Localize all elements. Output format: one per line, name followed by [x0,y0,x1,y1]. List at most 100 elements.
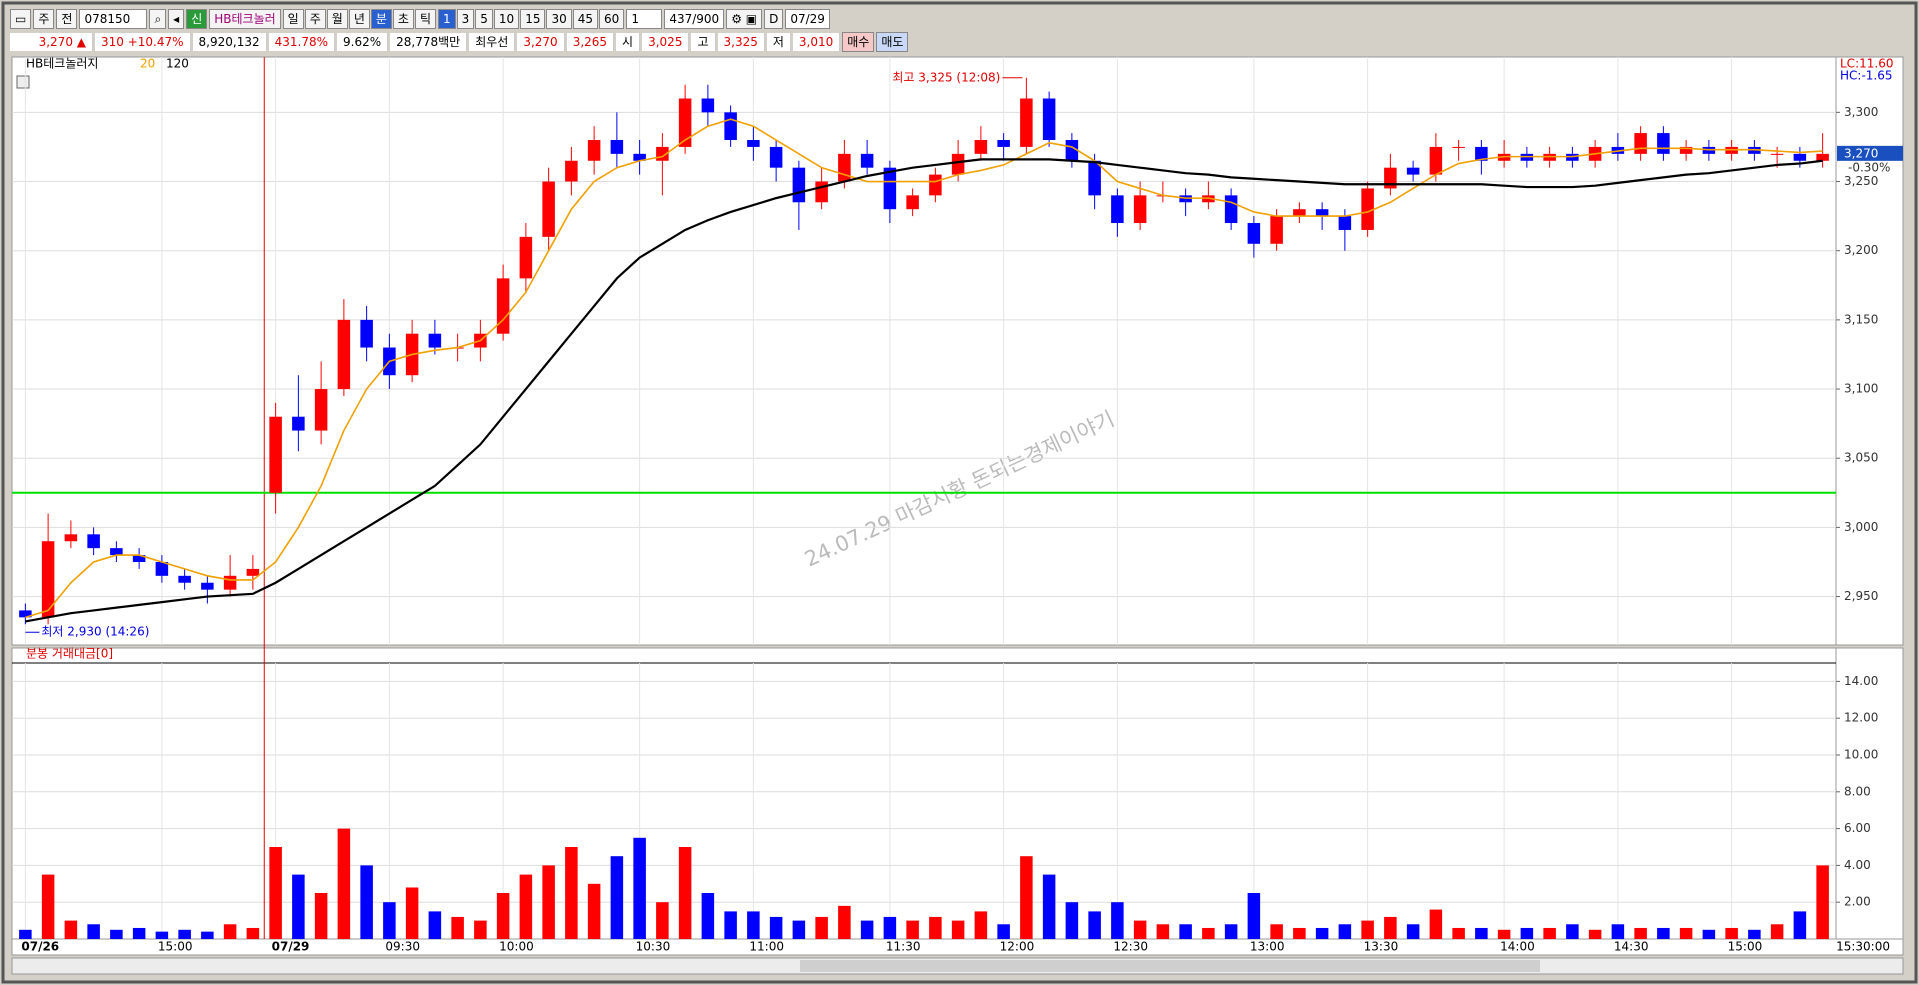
candle-body [155,561,169,576]
axis-end-label: 15:30:00 [1836,940,1890,954]
volume-bar [1588,929,1602,939]
menu-icon[interactable]: ▭ [10,9,32,29]
best-label: 최우선 [469,33,516,51]
volume-bar [587,883,601,939]
volume-bar [1270,924,1283,939]
open-label: 시 [616,33,641,51]
sound-icon[interactable]: ◂ [168,9,185,29]
candle-body [1657,133,1670,154]
volume-bar [1475,927,1488,939]
y-tick-label: 3,200 [1844,243,1878,257]
y-tick-label: 14.00 [1844,674,1878,688]
buy-button[interactable]: 매수 [842,32,875,52]
search-icon[interactable]: ⌕ [149,9,167,29]
candle-body [1475,146,1488,161]
candle-body [1270,216,1283,244]
candle-body [1020,98,1033,147]
volume-bar [383,902,396,939]
volume-bar [41,874,55,939]
candle-body [1361,188,1374,230]
scope[interactable]: 전 [56,9,78,29]
code-input[interactable]: 078150 [79,9,148,29]
sell-button[interactable]: 매도 [876,32,909,52]
volume-bar [1111,902,1124,939]
last-change: -0.30% [1848,160,1890,174]
candle-body [769,146,783,168]
volume-bar [1202,927,1215,939]
x-tick-label: 14:00 [1500,940,1535,954]
y-tick-label: 10.00 [1844,748,1878,762]
scroll-thumb[interactable] [800,960,1540,972]
volume-bar [1679,927,1693,939]
stock-name[interactable]: HB테크놀러 [209,9,281,29]
toolbar-button[interactable]: 일 [282,9,304,29]
candle-body [496,278,510,334]
x-tick-label: 10:30 [636,940,671,954]
volume-bar [747,911,760,939]
new-tag[interactable]: 신 [186,9,208,29]
candle-body [292,416,305,431]
toolbar-button[interactable]: 1 [438,9,456,29]
candle-body [724,112,737,141]
ask: 3,270 [517,33,565,51]
volume-bar [1293,927,1306,939]
candle-body [246,568,260,576]
quote-bar: 3,270 ▲ 310 +10.47% 8,920,132 431.78% 9.… [10,31,909,53]
candle-body [883,167,897,210]
y-tick-label: 12.00 [1844,711,1878,725]
toolbar-button[interactable]: 60 [599,9,625,29]
x-tick-label: 07/26 [21,940,59,954]
volume-bar [201,931,214,939]
panel-icon[interactable] [16,75,30,89]
volume-bar [223,924,237,939]
candle-body [1634,133,1647,154]
step-select[interactable]: 1 [626,9,663,29]
volume-bar [929,916,942,939]
tool-icons[interactable]: ⚙ ▣ [726,9,763,29]
volume-bar [610,856,624,939]
toolbar-button[interactable]: 5 [475,9,493,29]
x-tick-label: 11:00 [749,940,784,954]
volume-bar [1702,929,1716,939]
volume-bar [269,847,282,939]
d-check[interactable]: D [764,9,784,29]
volume-bar [155,931,169,939]
high: 3,325 [717,33,765,51]
toolbar-button[interactable]: 주 [304,9,326,29]
candle-body [1133,195,1147,224]
volume-bar [883,916,897,939]
volume-bar [1247,893,1261,939]
market-select[interactable]: 주 [33,9,55,29]
x-tick-label: 11:30 [886,940,921,954]
candle-body [1111,195,1124,224]
toolbar-button[interactable]: 3 [456,9,475,29]
candle-body [929,174,942,196]
candle-body [1247,223,1261,244]
toolbar-button[interactable]: 초 [392,9,414,29]
toolbar-button[interactable]: 45 [572,9,599,29]
candle-body [747,140,760,147]
toolbar-button[interactable]: 년 [348,9,370,29]
candle-body [542,181,555,237]
candle-body [1770,153,1784,155]
volume-bar [132,927,146,939]
vol-ratio: 431.78% [268,33,335,51]
date-input[interactable]: 07/29 [785,9,830,29]
volume-bar [360,865,373,939]
toolbar-button[interactable]: 월 [326,9,348,29]
volume-bar [1020,856,1033,939]
toolbar-button[interactable]: 15 [520,9,546,29]
volume-bar [997,924,1010,939]
candle-body [178,575,191,583]
toolbar-button[interactable]: 틱 [414,9,436,29]
toolbar-button[interactable]: 30 [546,9,572,29]
toolbar-button[interactable]: 분 [370,9,392,29]
volume-bar [1156,924,1170,939]
volume-bar [792,920,806,939]
volume-bar [769,916,783,939]
y-tick-label: 3,000 [1844,520,1878,534]
toolbar-button[interactable]: 10 [493,9,520,29]
